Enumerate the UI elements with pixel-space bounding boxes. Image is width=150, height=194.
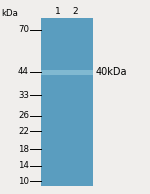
Text: 10: 10: [18, 177, 29, 185]
Text: 2: 2: [72, 8, 78, 16]
Text: 33: 33: [18, 90, 29, 100]
Text: 70: 70: [18, 25, 29, 35]
Text: 40kDa: 40kDa: [96, 67, 128, 77]
Bar: [40, 18, 93, 186]
Text: kDa: kDa: [2, 10, 18, 18]
Text: 14: 14: [18, 161, 29, 171]
Text: 1: 1: [55, 8, 61, 16]
Text: 22: 22: [18, 126, 29, 135]
Text: 44: 44: [18, 68, 29, 76]
Bar: [40, 69, 93, 74]
Text: 26: 26: [18, 112, 29, 120]
Text: 18: 18: [18, 145, 29, 153]
